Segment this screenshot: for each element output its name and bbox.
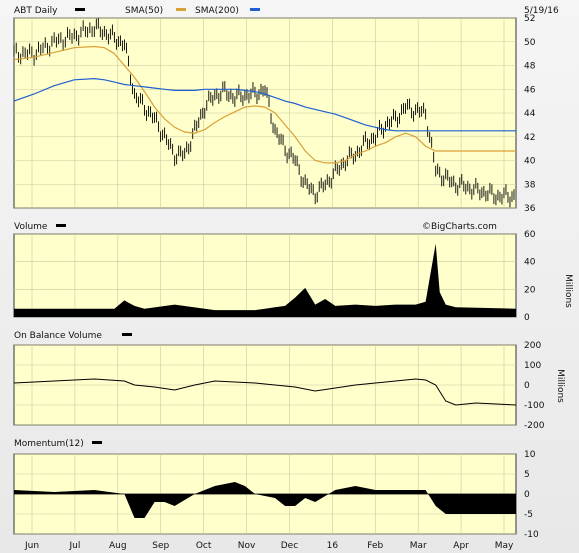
y-tick-label: -200 xyxy=(524,421,545,431)
y-tick-label: -100 xyxy=(524,401,545,411)
sma200-legend-swatch xyxy=(250,8,260,11)
y-tick-label: 10 xyxy=(524,450,536,460)
volume-title: Volume xyxy=(14,222,48,232)
y-tick-label: 0 xyxy=(524,313,530,323)
y-tick-label: 200 xyxy=(524,341,541,351)
y-tick-label: 20 xyxy=(524,285,536,295)
sma200-line xyxy=(13,77,516,132)
x-month-label: Nov xyxy=(238,541,256,551)
y-tick-label: 0 xyxy=(524,490,530,500)
volume-legend-swatch xyxy=(56,224,66,227)
x-month-label: Apr xyxy=(453,541,469,551)
y-tick-label: -10 xyxy=(524,530,539,540)
sma200-label: SMA(200) xyxy=(195,6,239,16)
x-month-label: May xyxy=(495,541,514,551)
y-tick-label: 36 xyxy=(524,204,536,214)
sma50-line xyxy=(13,45,516,164)
x-month-label: Dec xyxy=(281,541,298,551)
y-tick-label: 44 xyxy=(524,109,536,119)
x-month-label: Aug xyxy=(109,541,127,551)
y-tick-label: 60 xyxy=(524,230,536,240)
y-tick-label: 0 xyxy=(524,381,530,391)
y-tick-label: 42 xyxy=(524,133,535,143)
y-tick-label: 100 xyxy=(524,361,541,371)
y-tick-label: 40 xyxy=(524,258,536,268)
price-legend-swatch xyxy=(75,8,85,11)
x-month-label: Oct xyxy=(196,541,212,551)
y-tick-label: 50 xyxy=(524,38,536,48)
obv-title: On Balance Volume xyxy=(14,331,102,341)
volume-ylabel: Millions xyxy=(563,274,573,308)
y-tick-label: 48 xyxy=(524,62,536,72)
x-month-label: Mar xyxy=(410,541,427,551)
watermark: ©BigCharts.com xyxy=(422,222,497,232)
obv-legend-swatch xyxy=(122,333,132,336)
y-tick-label: 5 xyxy=(524,470,530,480)
sma50-legend-swatch xyxy=(176,8,186,11)
x-month-label: Sep xyxy=(152,541,169,551)
x-month-label: 16 xyxy=(327,541,339,551)
sma50-label: SMA(50) xyxy=(125,6,163,16)
obv-line xyxy=(13,378,517,406)
momentum-legend-swatch xyxy=(92,441,102,444)
obv-ylabel: Millions xyxy=(555,369,565,403)
y-tick-label: 52 xyxy=(524,14,535,24)
panels-group: 3638404244464850520204060-200-1000100200… xyxy=(13,14,545,551)
date-label: 5/19/16 xyxy=(524,6,559,16)
x-month-label: Feb xyxy=(367,541,383,551)
momentum-title: Momentum(12) xyxy=(14,439,84,449)
volume-area xyxy=(14,243,516,317)
y-tick-label: -5 xyxy=(524,510,533,520)
momentum-area xyxy=(14,482,516,518)
y-tick-label: 40 xyxy=(524,157,536,167)
y-tick-label: 46 xyxy=(524,85,536,95)
symbol-label: ABT Daily xyxy=(14,6,58,16)
y-tick-label: 38 xyxy=(524,180,536,190)
x-month-label: Jun xyxy=(24,541,39,551)
x-month-label: Jul xyxy=(68,541,80,551)
